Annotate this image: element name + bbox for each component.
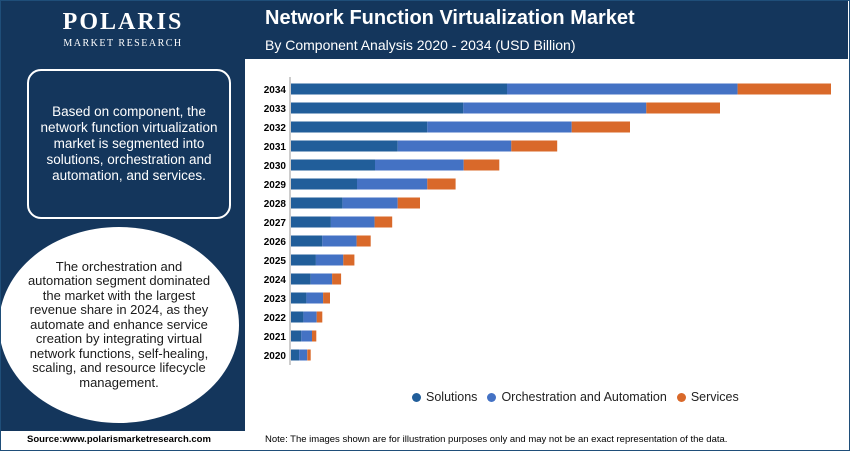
polaris-logo: POLARIS MARKET RESEARCH bbox=[1, 9, 245, 49]
left-panel: POLARIS MARKET RESEARCH Based on compone… bbox=[1, 1, 245, 431]
logo-name: POLARIS bbox=[62, 9, 184, 35]
bar-2021-orchestration-and-automation bbox=[301, 330, 312, 342]
disclaimer-note: Note: The images shown are for illustrat… bbox=[265, 434, 728, 445]
bar-2031-orchestration-and-automation bbox=[397, 140, 512, 152]
y-tick-label-2034: 2034 bbox=[264, 85, 287, 96]
bar-2026-orchestration-and-automation bbox=[322, 235, 357, 247]
bar-2026-solutions bbox=[291, 235, 323, 247]
legend-item-solutions: Solutions bbox=[412, 390, 477, 404]
bar-2028-solutions bbox=[291, 197, 343, 209]
bar-2024-solutions bbox=[291, 273, 311, 285]
y-tick-label-2023: 2023 bbox=[264, 294, 287, 305]
y-tick-label-2030: 2030 bbox=[264, 161, 287, 172]
legend-label-services: Services bbox=[690, 390, 739, 404]
source-text: Source:www.polarismarketresearch.com bbox=[27, 434, 211, 445]
bar-2022-services bbox=[316, 311, 323, 323]
bar-2029-solutions bbox=[291, 178, 357, 190]
segment-description-text: Based on component, the network function… bbox=[40, 104, 218, 183]
bar-2025-solutions bbox=[291, 254, 316, 266]
bar-2027-orchestration-and-automation bbox=[330, 216, 375, 228]
y-tick-label-2026: 2026 bbox=[264, 237, 287, 248]
bar-2025-services bbox=[343, 254, 355, 266]
bar-2032-solutions bbox=[291, 121, 428, 133]
y-tick-label-2020: 2020 bbox=[264, 351, 287, 362]
bar-2024-services bbox=[332, 273, 342, 285]
insight-circle: The orchestration and automation segment… bbox=[1, 227, 239, 423]
bar-2028-services bbox=[397, 197, 420, 209]
bar-2028-orchestration-and-automation bbox=[342, 197, 398, 209]
bar-2023-services bbox=[323, 292, 330, 304]
chart-header: Network Function Virtualization Market B… bbox=[245, 1, 848, 59]
legend-label-orchestration: Orchestration and Automation bbox=[501, 390, 667, 404]
bar-2020-services bbox=[307, 349, 311, 361]
bar-2033-services bbox=[646, 102, 720, 114]
chart-title: Network Function Virtualization Market bbox=[265, 7, 635, 29]
bar-2020-orchestration-and-automation bbox=[299, 349, 308, 361]
y-tick-label-2021: 2021 bbox=[264, 332, 287, 343]
y-tick-label-2029: 2029 bbox=[264, 180, 287, 191]
y-tick-label-2032: 2032 bbox=[264, 123, 287, 134]
bar-2034-orchestration-and-automation bbox=[507, 83, 738, 95]
bar-2021-solutions bbox=[291, 330, 302, 342]
bar-2024-orchestration-and-automation bbox=[310, 273, 333, 285]
bar-2025-orchestration-and-automation bbox=[315, 254, 344, 266]
legend-swatch-orchestration bbox=[487, 392, 497, 402]
footer: Source:www.polarismarketresearch.com Not… bbox=[1, 431, 848, 449]
y-tick-label-2031: 2031 bbox=[264, 142, 287, 153]
bar-2022-solutions bbox=[291, 311, 304, 323]
bar-2023-solutions bbox=[291, 292, 307, 304]
bar-2031-solutions bbox=[291, 140, 398, 152]
bar-2030-solutions bbox=[291, 159, 375, 171]
bar-2023-orchestration-and-automation bbox=[306, 292, 324, 304]
legend-swatch-solutions bbox=[412, 392, 421, 402]
stacked-bar-chart: 2034 2033 2032 2031 2030 2029 2028 2027 2026 2025… bbox=[264, 77, 831, 365]
chart-subtitle: By Component Analysis 2020 - 2034 (USD B… bbox=[265, 37, 576, 53]
y-tick-label-2024: 2024 bbox=[264, 275, 287, 286]
chart-legend: Solutions Orchestration and Automation S… bbox=[412, 390, 749, 404]
legend-item-orchestration: Orchestration and Automation bbox=[487, 390, 667, 404]
insight-text: The orchestration and automation segment… bbox=[27, 258, 211, 390]
bar-2033-solutions bbox=[291, 102, 464, 114]
bar-2032-services bbox=[571, 121, 630, 133]
bar-2032-orchestration-and-automation bbox=[427, 121, 572, 133]
bar-2034-solutions bbox=[291, 83, 507, 95]
bar-2033-orchestration-and-automation bbox=[463, 102, 647, 114]
bar-2031-services bbox=[511, 140, 558, 152]
segment-description-box: Based on component, the network function… bbox=[27, 69, 231, 219]
legend-swatch-services bbox=[676, 392, 686, 402]
bar-2030-orchestration-and-automation bbox=[375, 159, 464, 171]
bar-2030-services bbox=[463, 159, 500, 171]
y-tick-label-2027: 2027 bbox=[264, 218, 287, 229]
y-tick-label-2028: 2028 bbox=[264, 199, 287, 210]
bar-2027-services bbox=[374, 216, 393, 228]
legend-item-services: Services bbox=[676, 390, 739, 404]
bar-2021-services bbox=[312, 330, 317, 342]
y-tick-label-2022: 2022 bbox=[264, 313, 287, 324]
bar-2026-services bbox=[356, 235, 371, 247]
y-tick-label-2033: 2033 bbox=[264, 104, 287, 115]
logo-subtitle: MARKET RESEARCH bbox=[63, 38, 183, 49]
legend-label-solutions: Solutions bbox=[426, 390, 478, 404]
bar-2029-orchestration-and-automation bbox=[357, 178, 428, 190]
y-tick-label-2025: 2025 bbox=[264, 256, 287, 267]
bar-2027-solutions bbox=[291, 216, 331, 228]
bar-2022-orchestration-and-automation bbox=[303, 311, 317, 323]
bar-2034-services bbox=[737, 83, 831, 95]
bar-2029-services bbox=[427, 178, 456, 190]
bar-2020-solutions bbox=[291, 349, 300, 361]
